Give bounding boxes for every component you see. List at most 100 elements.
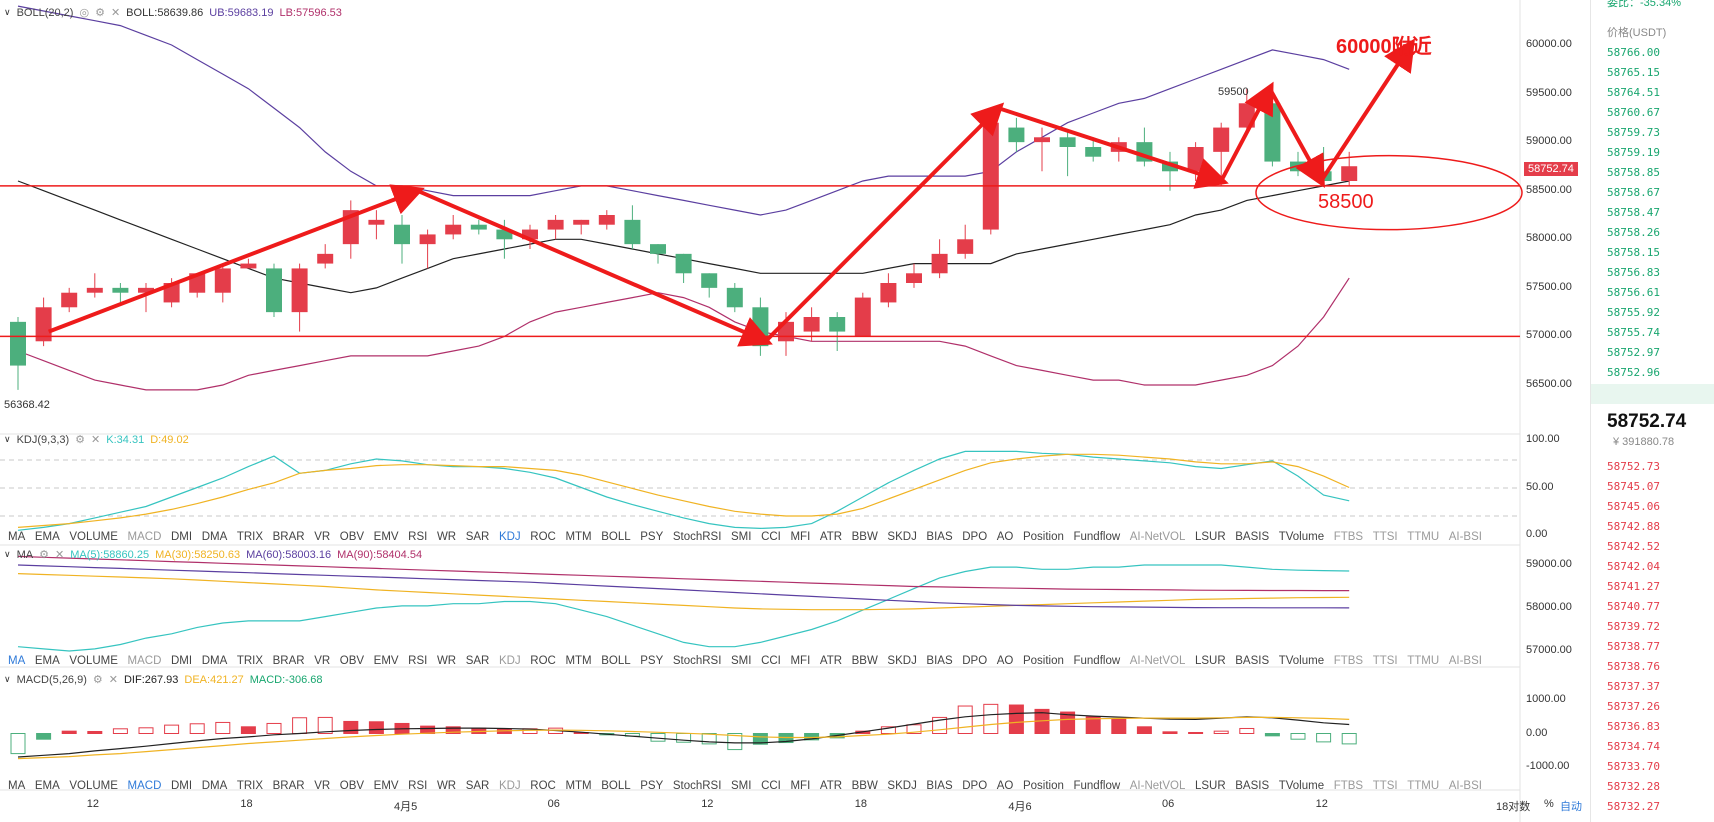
- collapse-chevron-icon[interactable]: ∨: [4, 674, 11, 684]
- close-icon[interactable]: ✕: [108, 674, 118, 686]
- indicator-tab[interactable]: AI-NetVOL: [1129, 531, 1186, 543]
- indicator-tab[interactable]: DPO: [962, 780, 988, 792]
- indicator-tab[interactable]: MTM: [565, 780, 592, 792]
- indicator-tab[interactable]: VR: [314, 655, 331, 667]
- indicator-tab[interactable]: Fundflow: [1073, 531, 1121, 543]
- indicator-tab[interactable]: PSY: [640, 780, 664, 792]
- indicator-tab[interactable]: TTMU: [1407, 655, 1440, 667]
- indicator-tab[interactable]: EMV: [373, 655, 399, 667]
- indicator-tab[interactable]: SAR: [465, 780, 490, 792]
- bid-price[interactable]: 58734.74: [1607, 740, 1660, 753]
- bid-price[interactable]: 58732.28: [1607, 780, 1660, 793]
- indicator-tab[interactable]: VOLUME: [69, 780, 118, 792]
- indicator-tab[interactable]: TRIX: [236, 655, 264, 667]
- indicator-tab[interactable]: RSI: [408, 780, 428, 792]
- indicator-tab[interactable]: ATR: [819, 531, 843, 543]
- indicator-tab[interactable]: RSI: [408, 655, 428, 667]
- chart-area[interactable]: ∨ BOLL(20,2) ◎ ⚙ ✕ BOLL:58639.86 UB:5968…: [0, 0, 1590, 822]
- indicator-tab[interactable]: EMV: [373, 780, 399, 792]
- bid-price[interactable]: 58752.73: [1607, 460, 1660, 473]
- indicator-tab[interactable]: CCI: [761, 531, 781, 543]
- indicator-tab[interactable]: TTMU: [1407, 531, 1440, 543]
- bid-price[interactable]: 58736.83: [1607, 720, 1660, 733]
- indicator-tab[interactable]: AO: [996, 780, 1014, 792]
- indicator-tab[interactable]: BASIS: [1235, 780, 1270, 792]
- collapse-chevron-icon[interactable]: ∨: [4, 434, 11, 444]
- ask-price[interactable]: 58752.97: [1607, 346, 1660, 359]
- bid-price[interactable]: 58741.27: [1607, 580, 1660, 593]
- bid-price[interactable]: 58738.77: [1607, 640, 1660, 653]
- indicator-tab[interactable]: CCI: [761, 780, 781, 792]
- close-icon[interactable]: ✕: [54, 549, 65, 561]
- indicator-tab[interactable]: WR: [436, 531, 457, 543]
- close-icon[interactable]: ✕: [91, 434, 101, 446]
- bid-price[interactable]: 58738.76: [1607, 660, 1660, 673]
- bid-price[interactable]: 58745.06: [1607, 500, 1660, 513]
- indicator-tab[interactable]: ROC: [530, 780, 556, 792]
- bid-price[interactable]: 58737.37: [1607, 680, 1660, 693]
- indicator-tab[interactable]: FTBS: [1333, 780, 1364, 792]
- indicator-tab[interactable]: LSUR: [1194, 655, 1226, 667]
- indicator-tab[interactable]: VR: [314, 780, 331, 792]
- indicator-tab[interactable]: DPO: [962, 655, 988, 667]
- indicator-tab[interactable]: SMI: [731, 780, 752, 792]
- indicator-tab[interactable]: SMI: [731, 655, 752, 667]
- indicator-tab[interactable]: AI-BSI: [1448, 655, 1482, 667]
- indicator-tab[interactable]: KDJ: [498, 780, 521, 792]
- indicator-tab[interactable]: MTM: [565, 531, 592, 543]
- indicator-tab[interactable]: OBV: [339, 655, 365, 667]
- ask-price[interactable]: 58752.96: [1607, 366, 1660, 379]
- indicator-tab[interactable]: VOLUME: [69, 531, 118, 543]
- indicator-tab[interactable]: AI-BSI: [1448, 531, 1482, 543]
- log-scale-button[interactable]: 18对数: [1496, 801, 1531, 813]
- indicator-tab[interactable]: WR: [436, 655, 457, 667]
- indicator-tab[interactable]: SKDJ: [887, 531, 917, 543]
- percent-button[interactable]: %: [1544, 798, 1554, 810]
- settings-icon[interactable]: ⚙: [95, 7, 105, 19]
- indicator-tab[interactable]: OBV: [339, 531, 365, 543]
- ask-price[interactable]: 58755.92: [1607, 306, 1660, 319]
- indicator-tab[interactable]: CCI: [761, 655, 781, 667]
- indicator-tab[interactable]: MFI: [790, 531, 811, 543]
- indicator-tab[interactable]: DMA: [201, 531, 228, 543]
- indicator-tab[interactable]: BRAR: [272, 780, 305, 792]
- indicator-tab[interactable]: TVolume: [1278, 655, 1325, 667]
- indicator-tab[interactable]: AI-BSI: [1448, 780, 1482, 792]
- indicator-tab[interactable]: ROC: [530, 655, 556, 667]
- indicator-tab[interactable]: BIAS: [926, 655, 953, 667]
- indicator-tab[interactable]: SKDJ: [887, 780, 917, 792]
- indicator-tab[interactable]: DMI: [171, 655, 193, 667]
- ask-price[interactable]: 58758.26: [1607, 226, 1660, 239]
- indicator-tab[interactable]: LSUR: [1194, 531, 1226, 543]
- ask-price[interactable]: 58758.47: [1607, 206, 1660, 219]
- indicator-tab[interactable]: PSY: [640, 655, 664, 667]
- indicator-tab[interactable]: BASIS: [1235, 655, 1270, 667]
- indicator-tab[interactable]: Position: [1022, 780, 1064, 792]
- indicator-tab[interactable]: AO: [996, 531, 1014, 543]
- indicator-tab[interactable]: MACD: [127, 655, 162, 667]
- bid-price[interactable]: 58733.70: [1607, 760, 1660, 773]
- indicator-tab[interactable]: BBW: [851, 780, 878, 792]
- indicator-tab[interactable]: BRAR: [272, 655, 305, 667]
- indicator-tab[interactable]: ATR: [819, 655, 843, 667]
- ask-price[interactable]: 58766.00: [1607, 46, 1660, 59]
- indicator-tab[interactable]: TRIX: [236, 531, 264, 543]
- ask-price[interactable]: 58758.67: [1607, 186, 1660, 199]
- indicator-tab[interactable]: SKDJ: [887, 655, 917, 667]
- indicator-tab[interactable]: SAR: [465, 655, 490, 667]
- auto-button[interactable]: 自动: [1560, 801, 1582, 813]
- indicator-tab[interactable]: MA: [8, 531, 26, 543]
- indicator-tab[interactable]: KDJ: [498, 655, 521, 667]
- indicator-tab[interactable]: TTSI: [1372, 531, 1398, 543]
- indicator-tab[interactable]: DPO: [962, 531, 988, 543]
- indicator-tab[interactable]: SAR: [465, 531, 490, 543]
- ask-price[interactable]: 58756.83: [1607, 266, 1660, 279]
- indicator-tab[interactable]: StochRSI: [672, 780, 722, 792]
- indicator-tab[interactable]: TTSI: [1372, 655, 1398, 667]
- indicator-tab[interactable]: DMI: [171, 531, 193, 543]
- indicator-tab[interactable]: MACD: [127, 780, 162, 792]
- settings-icon[interactable]: ⚙: [92, 674, 103, 686]
- indicator-tab[interactable]: MACD: [127, 531, 162, 543]
- indicator-tab[interactable]: TRIX: [236, 780, 264, 792]
- indicator-tab[interactable]: BRAR: [272, 531, 305, 543]
